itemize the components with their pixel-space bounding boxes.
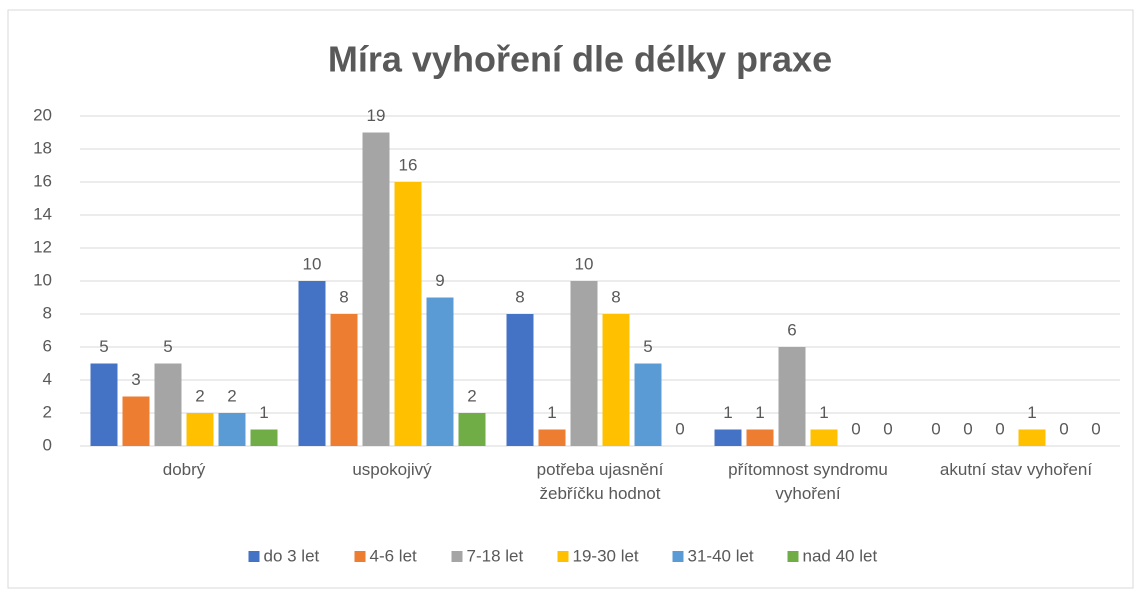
data-label: 6 [787, 320, 796, 339]
y-tick-label: 10 [33, 270, 52, 289]
y-tick-label: 4 [43, 369, 52, 388]
y-tick-label: 18 [33, 138, 52, 157]
bar [394, 182, 422, 446]
data-label: 0 [675, 419, 684, 438]
data-label: 8 [339, 287, 348, 306]
bar [746, 429, 774, 446]
data-label: 2 [195, 386, 204, 405]
data-label: 5 [99, 337, 108, 356]
data-label: 1 [819, 403, 828, 422]
data-label: 0 [883, 419, 892, 438]
data-label: 1 [547, 403, 556, 422]
bar [714, 429, 742, 446]
bar [458, 413, 486, 446]
data-label: 1 [259, 403, 268, 422]
data-label: 5 [643, 337, 652, 356]
data-label: 0 [931, 419, 940, 438]
legend-label: 4-6 let [370, 546, 418, 565]
bar [538, 429, 566, 446]
x-tick-label: akutní stav vyhoření [939, 460, 1093, 479]
data-label: 16 [399, 155, 418, 174]
data-label: 1 [723, 403, 732, 422]
bar [330, 314, 358, 446]
bar [1018, 429, 1046, 446]
bar [362, 132, 390, 446]
bar [778, 347, 806, 446]
data-label: 0 [995, 419, 1004, 438]
legend-swatch [557, 551, 569, 562]
y-tick-label: 16 [33, 171, 52, 190]
data-label: 9 [435, 271, 444, 290]
bar [602, 314, 630, 446]
legend-swatch [787, 551, 799, 562]
bar [298, 281, 326, 446]
data-label: 3 [131, 370, 140, 389]
y-tick-label: 6 [43, 336, 52, 355]
data-label: 1 [755, 403, 764, 422]
bar [218, 413, 246, 446]
legend-swatch [451, 551, 463, 562]
data-label: 0 [963, 419, 972, 438]
bar [90, 363, 118, 446]
legend-swatch [672, 551, 684, 562]
data-label: 1 [1027, 403, 1036, 422]
bar [810, 429, 838, 446]
y-tick-label: 2 [43, 402, 52, 421]
data-label: 2 [467, 386, 476, 405]
x-tick-label: přítomnost syndromu vyhoření [728, 460, 888, 503]
bar [506, 314, 534, 446]
x-tick-label: dobrý [162, 460, 206, 479]
data-label: 0 [1091, 419, 1100, 438]
y-tick-label: 8 [43, 303, 52, 322]
legend-swatch [354, 551, 366, 562]
data-label: 0 [1059, 419, 1068, 438]
data-label: 10 [303, 254, 322, 273]
data-label: 0 [851, 419, 860, 438]
bar [634, 363, 662, 446]
chart-title: Míra vyhoření dle délky praxe [328, 39, 832, 80]
data-label: 5 [163, 337, 172, 356]
legend-label: nad 40 let [803, 546, 878, 565]
bar [570, 281, 598, 446]
x-tick-label: potřeba ujasnění žebříčku hodnot [536, 460, 664, 503]
x-tick-label: uspokojivý [352, 460, 432, 479]
y-tick-label: 14 [33, 204, 52, 223]
legend-label: 19-30 let [573, 546, 639, 565]
bar [122, 396, 150, 446]
legend-label: 7-18 let [467, 546, 524, 565]
y-tick-label: 12 [33, 237, 52, 256]
data-label: 8 [611, 287, 620, 306]
legend-label: 31-40 let [688, 546, 754, 565]
bar [250, 429, 278, 446]
legend-label: do 3 let [264, 546, 320, 565]
data-label: 10 [575, 254, 594, 273]
data-label: 19 [367, 106, 386, 125]
data-label: 8 [515, 287, 524, 306]
bar [426, 297, 454, 446]
y-tick-label: 20 [33, 105, 52, 124]
y-tick-label: 0 [43, 435, 52, 454]
data-label: 2 [227, 386, 236, 405]
bar [154, 363, 182, 446]
legend-swatch [248, 551, 260, 562]
bar [186, 413, 214, 446]
